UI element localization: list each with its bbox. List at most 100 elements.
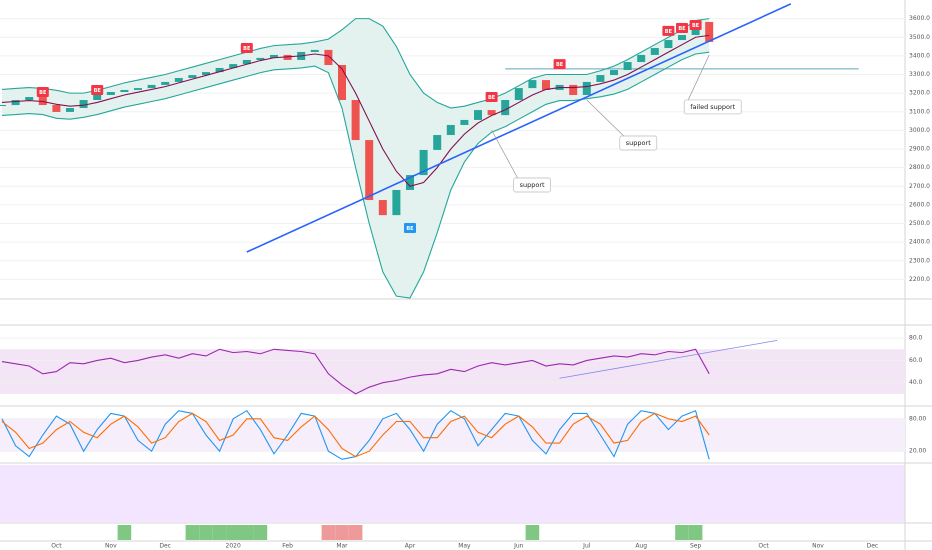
candle	[120, 89, 129, 93]
candle	[637, 54, 646, 63]
band-fill	[2, 18, 710, 298]
trend-line	[559, 339, 778, 379]
x-tick-label: Dec	[159, 543, 171, 550]
callout-leader	[491, 129, 518, 179]
marker-label: BE	[665, 29, 673, 35]
candle	[487, 110, 496, 116]
candle	[134, 88, 142, 90]
x-tick-label: Sep	[690, 543, 702, 550]
x-tick-label: Jul	[582, 543, 591, 550]
x-tick-label: Oct	[758, 543, 769, 550]
signal-bar	[240, 525, 254, 540]
marker-label: BE	[488, 95, 496, 101]
empty-panel	[0, 465, 905, 522]
candle	[351, 100, 360, 141]
y-tick-label: 3000.0	[909, 127, 930, 134]
signal-marker	[36, 87, 49, 98]
series-line	[1, 51, 710, 299]
signal-marker	[689, 19, 702, 30]
y-tick-label: 3300.0	[909, 71, 930, 78]
signal-bar	[675, 525, 689, 540]
y-tick-label: 2900.0	[909, 146, 930, 153]
candle	[650, 48, 659, 55]
candle	[147, 84, 156, 89]
candle	[52, 105, 61, 112]
signal-bar	[321, 525, 336, 540]
candle	[11, 100, 20, 106]
candle	[324, 49, 333, 66]
y-tick-label: 80.0	[909, 335, 923, 342]
candle	[501, 100, 510, 116]
candle	[66, 108, 74, 112]
marker-label: BE	[692, 23, 700, 29]
signal-marker	[553, 59, 566, 70]
callout-label: failed support	[690, 103, 735, 111]
x-tick-label: Dec	[867, 543, 879, 550]
marker-label: BE	[39, 90, 47, 96]
candle	[270, 54, 278, 58]
candle	[623, 62, 632, 71]
candle	[705, 21, 714, 42]
signal-bar	[348, 525, 363, 540]
candle	[610, 70, 618, 76]
callout-leader	[687, 54, 710, 101]
candle	[664, 40, 673, 49]
x-tick-label: Jun	[513, 543, 524, 550]
candle	[93, 94, 102, 101]
series-line	[1, 412, 710, 458]
candle	[174, 78, 183, 82]
candle	[310, 49, 319, 52]
signal-marker	[240, 43, 253, 54]
candle	[596, 75, 605, 82]
x-tick-label: Apr	[405, 543, 416, 550]
candle	[528, 80, 537, 89]
candle	[256, 57, 265, 60]
series-line	[1, 18, 710, 109]
y-tick-label: 60.0	[909, 357, 923, 364]
candle	[446, 124, 455, 136]
y-tick-label: 2500.0	[909, 220, 930, 227]
candle	[215, 67, 224, 73]
candle	[582, 81, 591, 95]
marker-label: BE	[678, 26, 686, 32]
candle	[569, 84, 578, 95]
band	[0, 418, 905, 452]
marker-label: BE	[556, 62, 564, 68]
y-tick-label: 3100.0	[909, 108, 930, 115]
signal-marker	[404, 222, 416, 233]
signal-bar	[185, 525, 200, 540]
signal-bar	[226, 525, 240, 540]
candle	[460, 119, 469, 125]
candle	[106, 92, 115, 95]
signal-bar	[199, 525, 213, 540]
x-tick-label: Nov	[105, 543, 117, 550]
signal-marker	[662, 25, 675, 36]
callout-box	[683, 99, 742, 115]
y-tick-label: 2600.0	[909, 201, 930, 208]
x-tick-label: Nov	[812, 543, 824, 550]
candle	[378, 200, 387, 216]
signal-marker	[676, 22, 688, 33]
signal-bar	[335, 525, 349, 540]
y-tick-label: 3500.0	[909, 34, 930, 41]
trend-line	[246, 3, 792, 253]
x-tick-label: Feb	[282, 543, 293, 550]
candle	[242, 59, 251, 65]
y-tick-label: 3200.0	[909, 90, 930, 97]
candle	[392, 189, 401, 216]
candle	[406, 175, 414, 190]
candle	[365, 140, 374, 201]
x-tick-label: Aug	[635, 543, 647, 550]
candle	[25, 97, 34, 101]
callout-leader	[586, 99, 625, 137]
marker-label: BE	[94, 88, 102, 94]
x-tick-label: Oct	[51, 543, 62, 550]
y-tick-label: 3400.0	[909, 52, 930, 59]
candle	[542, 80, 550, 90]
y-tick-label: 2400.0	[909, 239, 930, 246]
y-tick-label: 20.00	[909, 448, 926, 455]
y-tick-label: 80.00	[909, 415, 926, 422]
callout-label: support	[626, 139, 651, 147]
callout-box	[513, 177, 551, 193]
series-line	[1, 348, 710, 395]
